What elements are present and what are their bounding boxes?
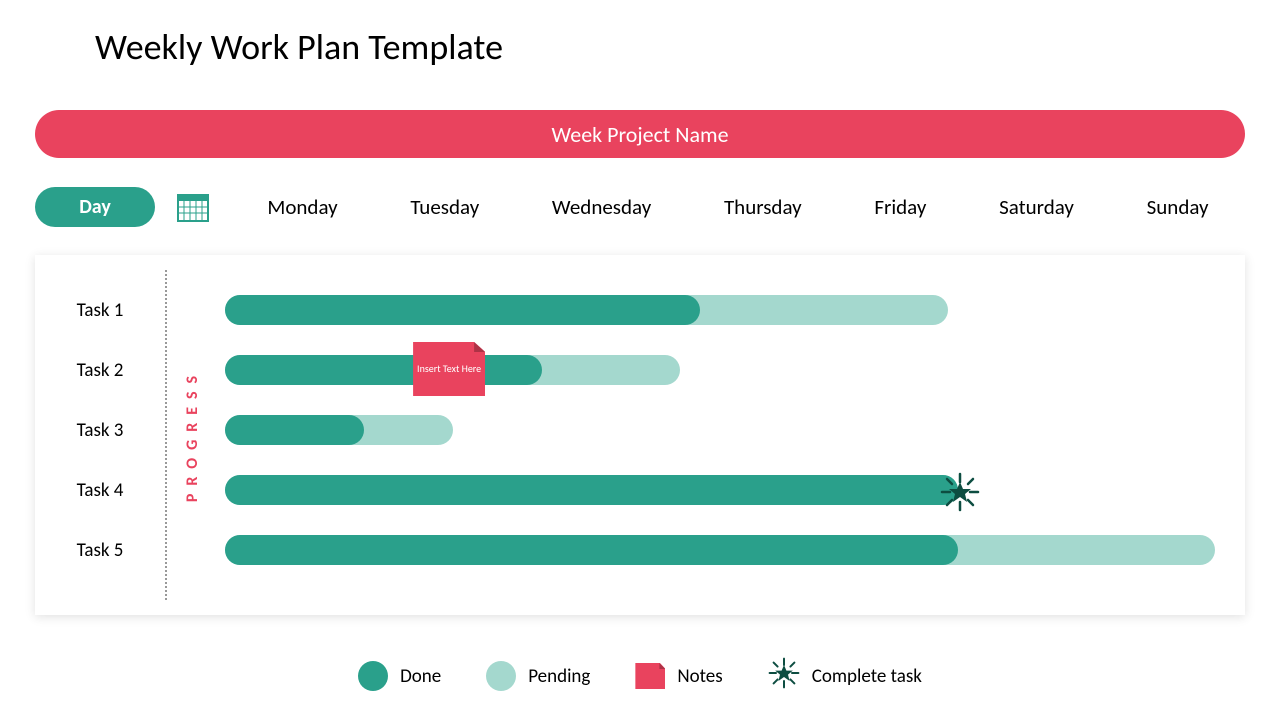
legend: Done Pending Notes Complete task	[0, 657, 1280, 695]
notes-swatch-icon	[635, 663, 665, 689]
task-bar-row	[225, 520, 1215, 580]
task-labels-column: Task 1Task 2Task 3Task 4Task 5	[35, 255, 165, 615]
legend-pending-label: Pending	[528, 665, 590, 688]
day-pill: Day	[35, 187, 155, 227]
legend-notes-label: Notes	[677, 665, 722, 688]
legend-pending: Pending	[486, 661, 590, 691]
star-icon	[768, 657, 800, 695]
task-bar	[225, 475, 958, 505]
day-label: Wednesday	[552, 194, 651, 220]
task-label: Task 5	[35, 520, 165, 580]
task-bar-row: Insert Text Here	[225, 340, 1215, 400]
day-label: Saturday	[999, 194, 1074, 220]
bars-area: Insert Text Here	[225, 280, 1215, 595]
day-label: Sunday	[1147, 194, 1209, 220]
task-bar	[225, 415, 453, 445]
legend-notes: Notes	[635, 663, 722, 689]
calendar-icon	[175, 189, 211, 225]
day-label: Monday	[267, 194, 337, 220]
task-label: Task 2	[35, 340, 165, 400]
pending-swatch-icon	[486, 661, 516, 691]
progress-vertical-label: PROGRESS	[183, 368, 202, 502]
day-label: Thursday	[724, 194, 802, 220]
project-header-bar: Week Project Name	[35, 110, 1245, 158]
legend-complete-label: Complete task	[812, 665, 922, 688]
task-bar	[225, 535, 1215, 565]
task-note: Insert Text Here	[413, 342, 485, 396]
day-label: Friday	[874, 194, 926, 220]
task-bar	[225, 295, 948, 325]
days-list: Monday Tuesday Wednesday Thursday Friday Satu…	[231, 194, 1245, 220]
page-title: Weekly Work Plan Template	[95, 25, 503, 69]
task-label: Task 3	[35, 400, 165, 460]
legend-done: Done	[358, 661, 441, 691]
done-swatch-icon	[358, 661, 388, 691]
task-bar-done	[225, 535, 958, 565]
task-bar-row	[225, 460, 1215, 520]
vertical-divider	[165, 270, 167, 600]
task-bar-row	[225, 400, 1215, 460]
legend-done-label: Done	[400, 665, 441, 688]
task-bar-row	[225, 280, 1215, 340]
day-label: Tuesday	[410, 194, 479, 220]
task-label: Task 4	[35, 460, 165, 520]
task-bar-done	[225, 295, 700, 325]
task-label: Task 1	[35, 280, 165, 340]
gantt-chart: Task 1Task 2Task 3Task 4Task 5 PROGRESS …	[35, 255, 1245, 615]
day-header-row: Day Monday Tuesday Wednesday Thursday Friday…	[35, 185, 1245, 229]
task-bar-done	[225, 415, 364, 445]
task-bar-done	[225, 355, 542, 385]
task-bar-done	[225, 475, 958, 505]
complete-star-icon	[940, 472, 980, 517]
legend-complete: Complete task	[768, 657, 922, 695]
